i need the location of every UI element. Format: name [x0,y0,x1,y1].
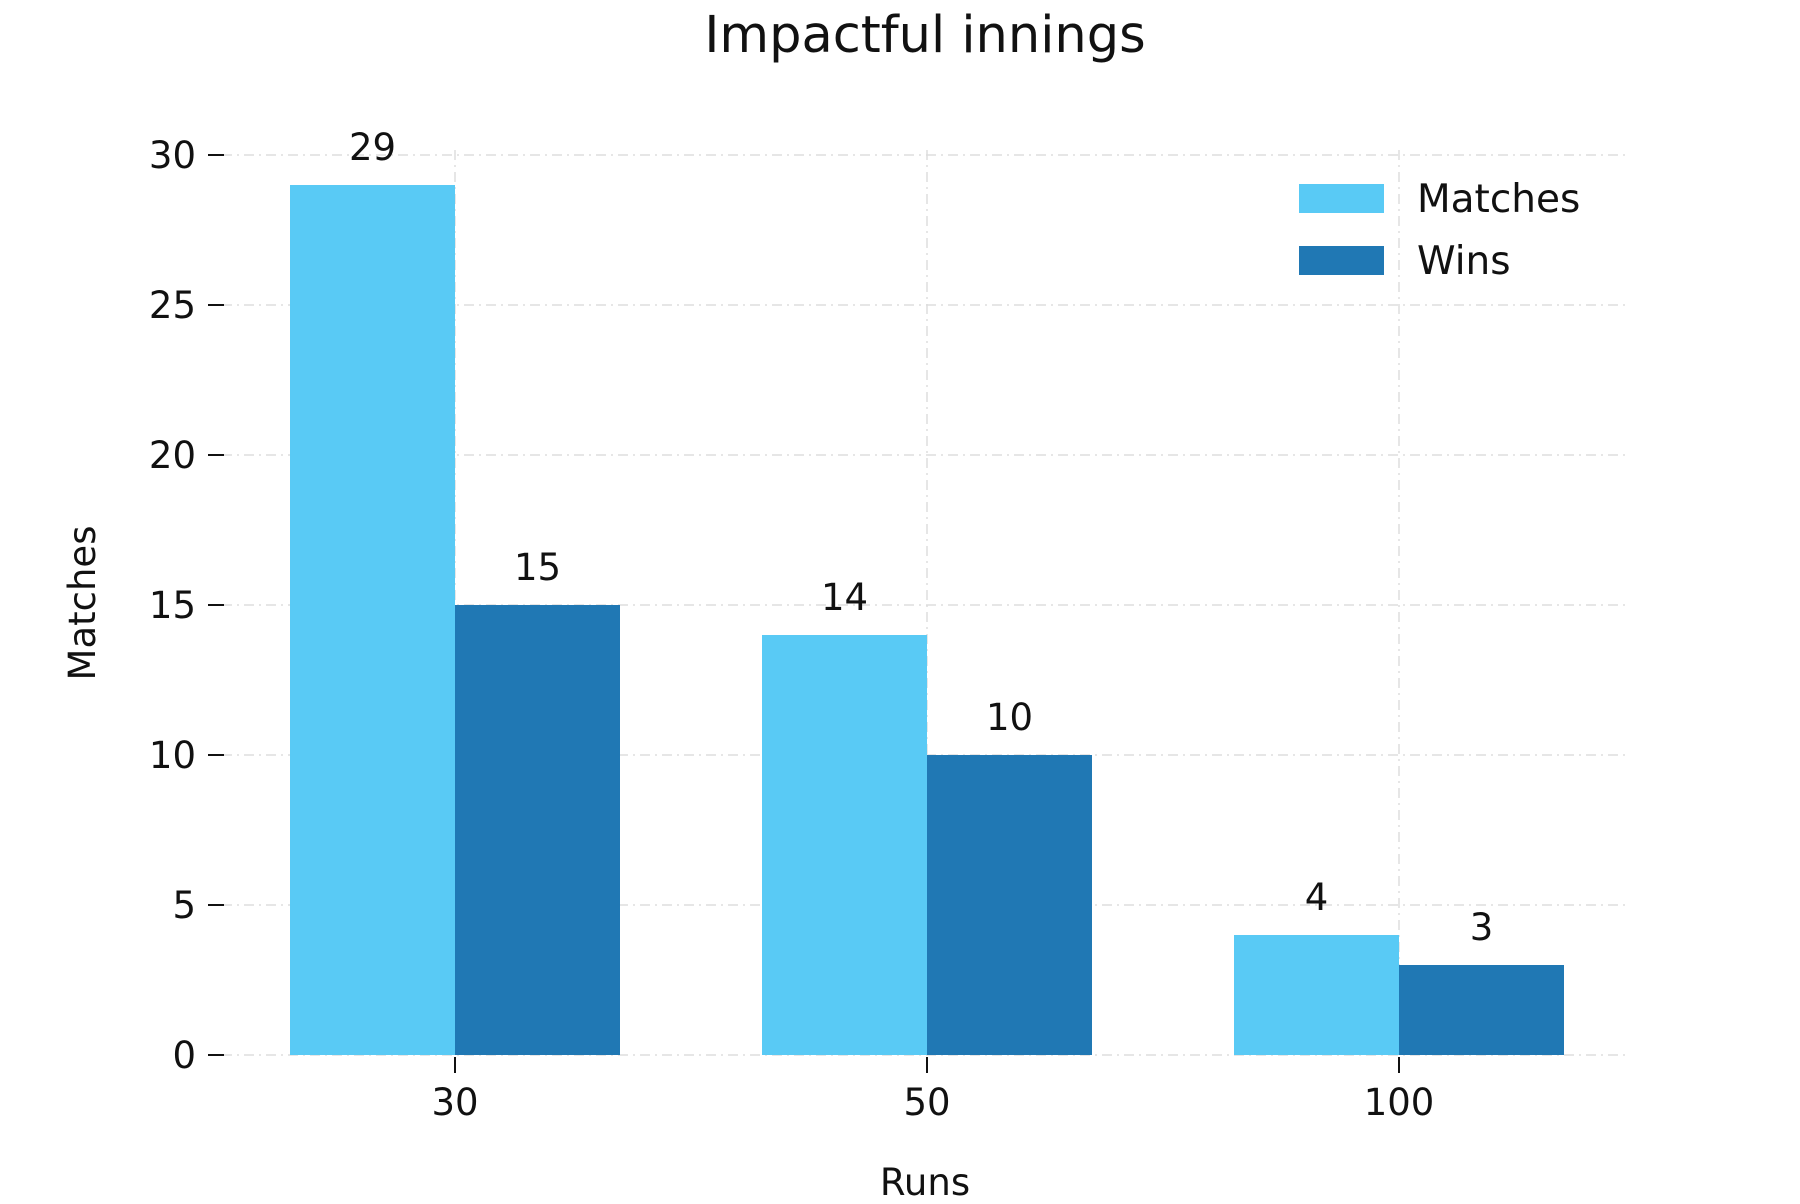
value-label: 14 [821,576,868,619]
x-tick-label: 50 [903,1081,950,1124]
y-tick-label: 10 [149,734,196,777]
y-axis: 0 5 10 15 20 25 30 [149,134,224,1077]
y-tick-label: 0 [172,1034,196,1077]
x-axis: 30 50 100 [431,1057,1434,1124]
y-tick-label: 5 [172,884,196,927]
y-tick-label: 15 [149,584,196,627]
value-label: 15 [514,546,561,589]
value-label: 29 [349,126,396,169]
value-label: 10 [986,696,1033,739]
y-axis-title: Matches [61,526,104,681]
legend-label: Matches [1417,177,1580,222]
legend-label: Wins [1417,239,1511,284]
bar-matches-50 [762,635,927,1055]
legend-swatch [1299,184,1384,213]
bar-wins-50 [927,755,1092,1055]
value-label: 4 [1305,876,1329,919]
y-tick-label: 20 [149,434,196,477]
bar-matches-30 [290,185,455,1055]
bars [290,185,1564,1055]
y-tick-label: 30 [149,134,196,177]
chart-title: Impactful innings [704,6,1145,65]
value-labels: 29 14 4 15 10 3 [349,126,1493,949]
x-tick-label: 30 [431,1081,478,1124]
x-axis-title: Runs [880,1161,970,1200]
y-tick-label: 25 [149,284,196,327]
bar-matches-100 [1234,935,1399,1055]
legend-swatch [1299,246,1384,275]
value-label: 3 [1470,906,1494,949]
bar-wins-100 [1399,965,1564,1055]
bar-wins-30 [455,605,620,1055]
x-tick-label: 100 [1364,1081,1435,1124]
legend: Matches Wins [1299,177,1580,284]
